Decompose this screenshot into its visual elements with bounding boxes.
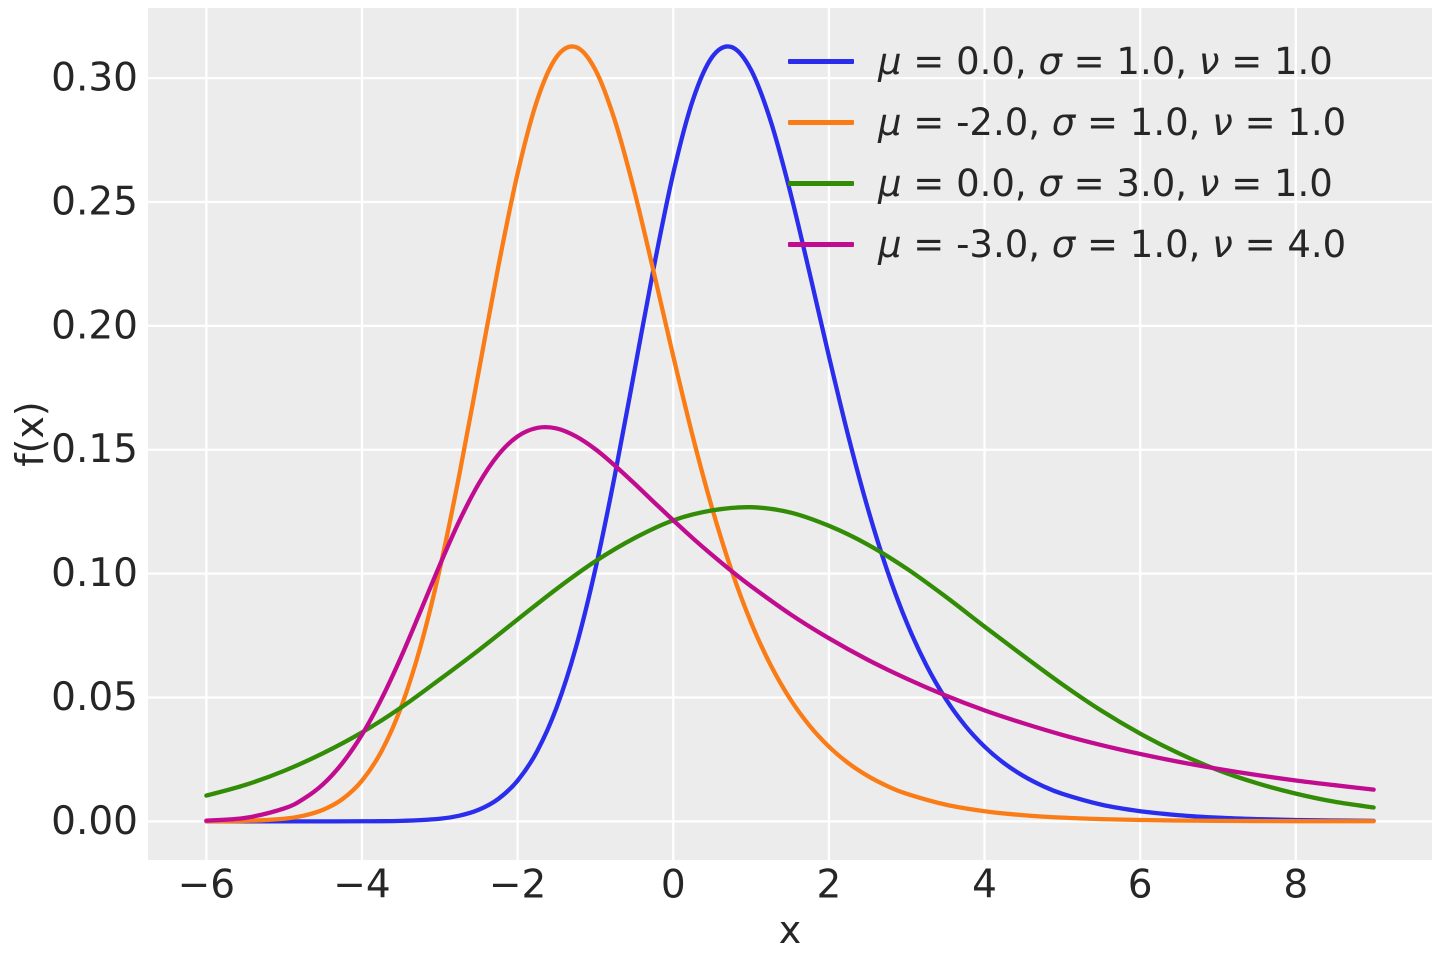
- series-line-3: [204, 424, 1376, 823]
- y-tick-label: 0.30: [51, 56, 138, 101]
- y-tick-label: 0.15: [51, 427, 138, 472]
- x-tick-label: 4: [972, 863, 997, 908]
- legend-item-3: μ = -3.0, σ = 1.0, ν = 4.0: [788, 214, 1346, 275]
- y-axis-label: f(x): [8, 401, 52, 467]
- legend: μ = 0.0, σ = 1.0, ν = 1.0 μ = -2.0, σ = 1…: [788, 31, 1346, 275]
- legend-item-1: μ = -2.0, σ = 1.0, ν = 1.0: [788, 92, 1346, 153]
- x-axis-label: x: [779, 908, 802, 952]
- legend-label: μ = 0.0, σ = 1.0, ν = 1.0: [878, 40, 1333, 83]
- x-tick-label: −6: [178, 863, 236, 908]
- legend-label: μ = -2.0, σ = 1.0, ν = 1.0: [878, 101, 1347, 144]
- y-tick-label: 0.05: [51, 675, 138, 720]
- x-tick-label: 0: [661, 863, 686, 908]
- x-tick-label: 2: [816, 863, 841, 908]
- legend-swatch-line: [788, 120, 854, 125]
- legend-item-0: μ = 0.0, σ = 1.0, ν = 1.0: [788, 31, 1346, 92]
- series-line-2: [204, 505, 1376, 810]
- legend-swatch-line: [788, 181, 854, 186]
- legend-label: μ = 0.0, σ = 3.0, ν = 1.0: [878, 162, 1333, 205]
- x-tick-label: 8: [1283, 863, 1308, 908]
- y-tick-label: 0.10: [51, 551, 138, 596]
- x-tick-label: −2: [489, 863, 547, 908]
- y-tick-label: 0.25: [51, 179, 138, 224]
- legend-swatch-line: [788, 242, 854, 247]
- y-tick-label: 0.00: [51, 799, 138, 844]
- y-tick-label: 0.20: [51, 303, 138, 348]
- legend-item-2: μ = 0.0, σ = 3.0, ν = 1.0: [788, 153, 1346, 214]
- legend-label: μ = -3.0, σ = 1.0, ν = 4.0: [878, 223, 1347, 266]
- x-tick-label: 6: [1128, 863, 1153, 908]
- x-tick-label: −4: [333, 863, 391, 908]
- series-line-0: [204, 44, 1376, 824]
- legend-swatch-line: [788, 59, 854, 64]
